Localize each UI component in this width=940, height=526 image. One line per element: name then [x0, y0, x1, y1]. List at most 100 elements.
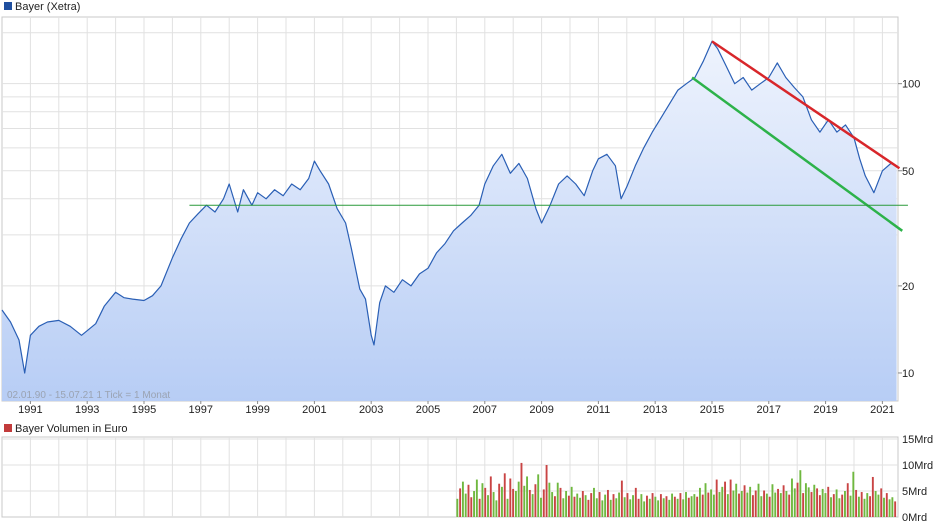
- volume-bar: [475, 479, 478, 517]
- x-tick-label: 2017: [757, 404, 781, 416]
- volume-bar: [793, 488, 796, 517]
- volume-bar: [556, 482, 559, 517]
- volume-bar: [807, 487, 810, 517]
- volume-bar: [467, 484, 470, 517]
- volume-bar: [534, 484, 537, 517]
- volume-bar: [668, 499, 671, 517]
- volume-bar: [813, 484, 816, 517]
- volume-bar: [710, 489, 713, 517]
- volume-bar: [673, 496, 676, 517]
- x-axis: 1991 1993 1995 1997 1999 2001 2003 2005 2007 2009…: [18, 401, 895, 416]
- volume-bar: [746, 492, 749, 517]
- volume-bar: [559, 487, 562, 517]
- volume-bar: [609, 499, 612, 517]
- volume-bar: [757, 483, 760, 517]
- volume-bar: [894, 501, 897, 517]
- volume-bar: [637, 498, 640, 517]
- volume-bar: [869, 496, 871, 517]
- volume-bar: [665, 496, 668, 517]
- price-area-fill: [2, 41, 897, 402]
- price-legend: Bayer (Xetra): [4, 1, 80, 13]
- price-y-tick-label: 100: [902, 79, 920, 91]
- volume-bar: [810, 492, 813, 517]
- volume-bar: [576, 493, 579, 517]
- volume-bar: [495, 500, 498, 517]
- volume-bar: [484, 487, 487, 517]
- volume-y-tick-label: 15Mrd: [902, 434, 933, 446]
- volume-bar: [512, 488, 515, 517]
- volume-bar: [553, 496, 556, 517]
- volume-bar: [883, 497, 885, 517]
- volume-bar: [838, 498, 841, 517]
- volume-bar: [520, 462, 523, 517]
- x-tick-label: 1997: [189, 404, 213, 416]
- volume-bar: [548, 482, 551, 517]
- volume-bar: [503, 473, 506, 517]
- x-tick-label: 2001: [302, 404, 326, 416]
- volume-legend-swatch: [4, 424, 12, 432]
- volume-bar: [824, 493, 827, 517]
- volume-bar: [696, 496, 699, 517]
- x-tick-label: 1999: [245, 404, 269, 416]
- volume-bar: [601, 500, 604, 517]
- volume-bar: [542, 489, 545, 517]
- volume-bar: [623, 497, 626, 517]
- volume-bar: [489, 476, 492, 517]
- volume-bar: [459, 488, 462, 517]
- x-tick-label: 2021: [870, 404, 894, 416]
- x-tick-label: 2003: [359, 404, 383, 416]
- volume-bar: [749, 486, 752, 517]
- volume-bar: [545, 465, 548, 517]
- volume-bar: [693, 494, 696, 517]
- volume-bar: [721, 486, 724, 517]
- trendline-resistance: [711, 40, 901, 170]
- volume-bar: [606, 489, 609, 517]
- volume-bar: [526, 476, 528, 517]
- volume-bar: [629, 499, 632, 517]
- volume-bar: [763, 490, 766, 517]
- volume-bar: [768, 496, 771, 517]
- volume-bar: [581, 491, 584, 517]
- volume-bar: [590, 493, 593, 517]
- volume-bar: [804, 483, 807, 517]
- x-tick-label: 2007: [473, 404, 497, 416]
- volume-bar: [802, 493, 805, 517]
- volume-bar: [732, 490, 735, 517]
- volume-bar: [671, 493, 674, 517]
- volume-bar: [570, 486, 573, 517]
- volume-bar: [841, 494, 844, 517]
- volume-y-axis: 0Mrd 5Mrd 10Mrd 15Mrd: [902, 434, 933, 524]
- volume-bar: [685, 492, 687, 517]
- date-range-info: 02.01.90 - 15.07.21 1 Tick = 1 Monat: [7, 390, 170, 401]
- volume-bar: [779, 493, 782, 517]
- volume-bar: [620, 480, 623, 517]
- volume-bar: [579, 497, 581, 517]
- price-y-tick-label: 20: [902, 281, 914, 293]
- volume-bar: [478, 498, 481, 517]
- volume-bar: [835, 489, 838, 517]
- volume-y-tick-label: 10Mrd: [902, 460, 933, 472]
- trend-lines: [189, 40, 908, 232]
- volume-bar: [643, 501, 646, 517]
- volume-bar: [565, 491, 568, 517]
- volume-bar: [699, 487, 701, 517]
- volume-bar: [654, 496, 657, 517]
- volume-bar: [729, 479, 732, 517]
- volume-bar: [891, 497, 894, 517]
- volume-bar: [487, 495, 489, 517]
- volume-bar: [771, 484, 774, 517]
- volume-bar: [651, 493, 654, 517]
- volume-bar: [501, 486, 503, 517]
- volume-bar: [874, 491, 877, 517]
- volume-bar: [777, 488, 779, 517]
- volume-bar: [852, 471, 855, 517]
- volume-bar: [715, 479, 718, 517]
- x-tick-label: 2009: [529, 404, 553, 416]
- volume-bar: [785, 491, 788, 517]
- x-tick-label: 2011: [587, 404, 611, 416]
- volume-bar: [470, 497, 473, 517]
- volume-bar: [871, 476, 874, 517]
- volume-bar: [754, 490, 757, 517]
- volume-bar: [751, 495, 754, 517]
